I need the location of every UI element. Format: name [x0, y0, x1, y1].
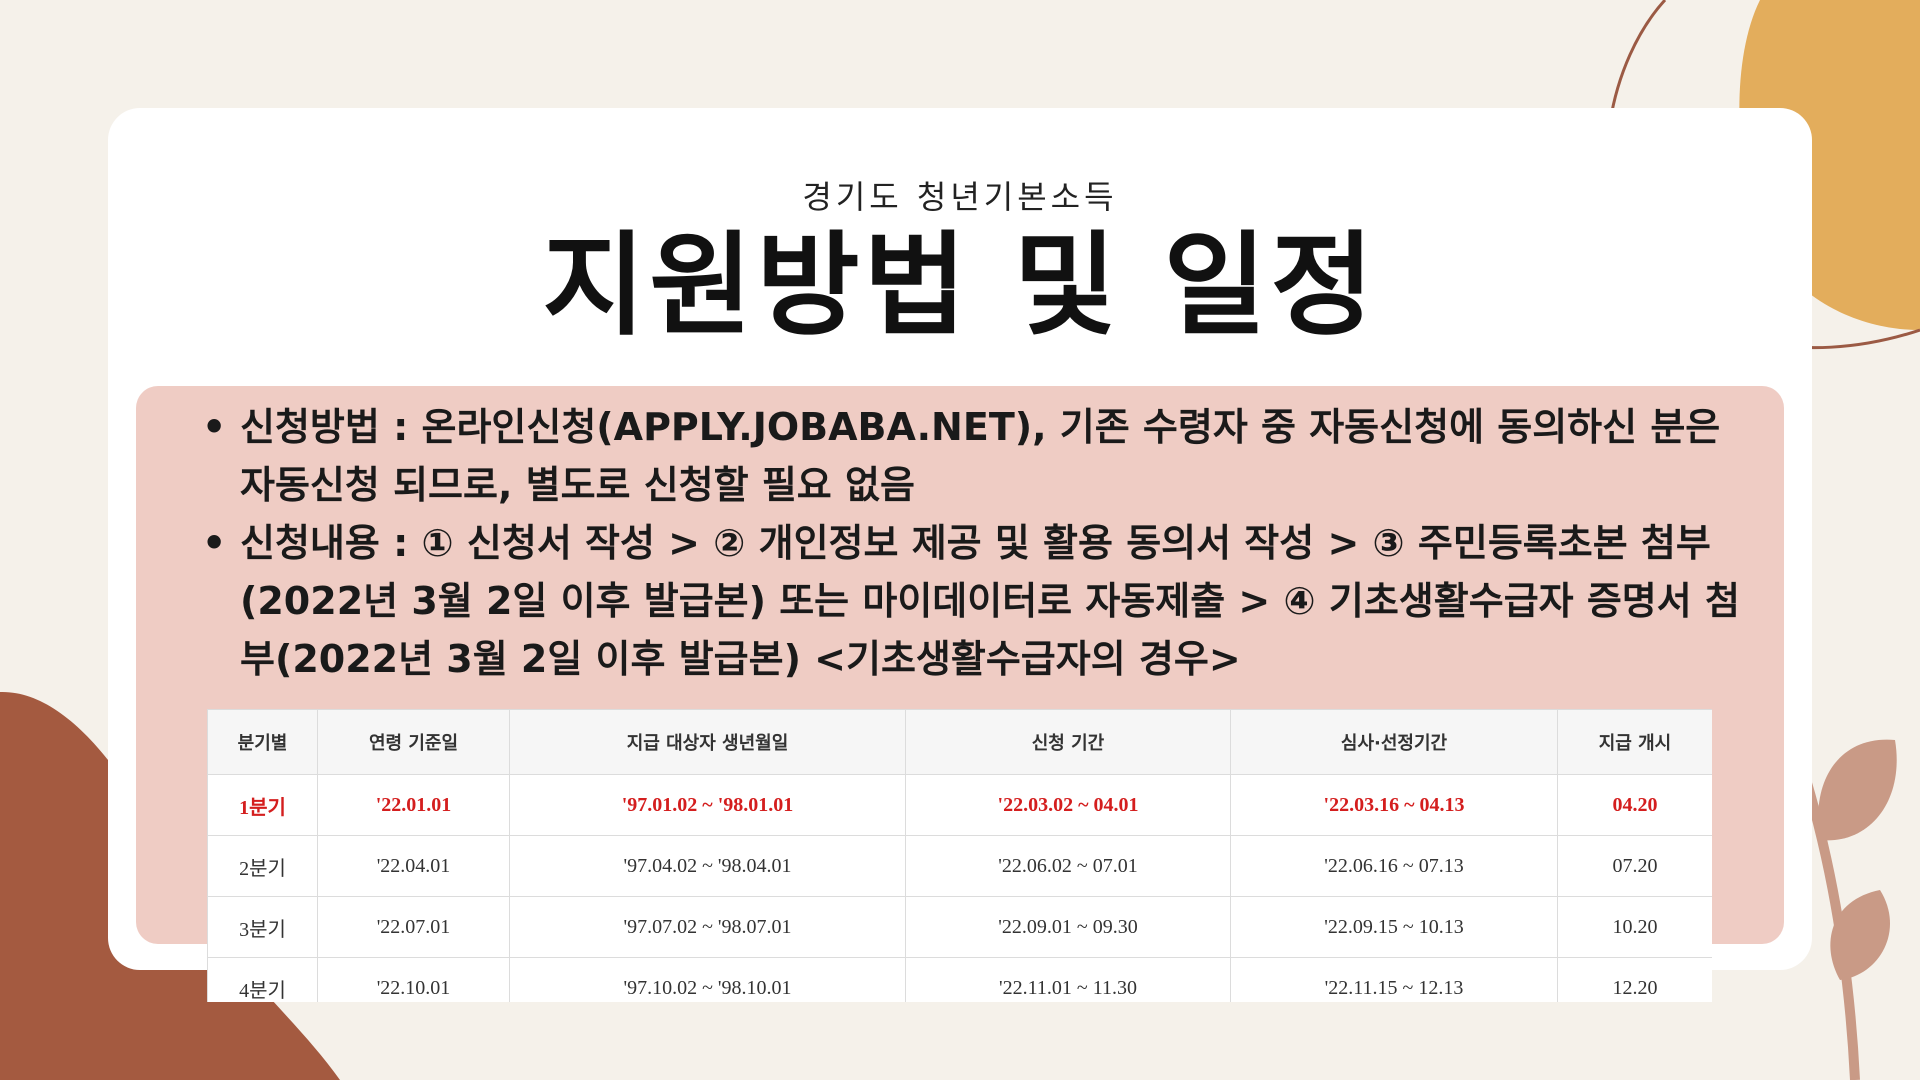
- bullet-text-line: 신청방법 : 온라인신청(APPLY.JOBABA.NET), 기존 수령자 중…: [240, 405, 1721, 449]
- schedule-table-container: 분기별 연령 기준일 지급 대상자 생년월일 신청 기간 심사·선정기간 지급 …: [207, 709, 1712, 1002]
- page-title: 지원방법 및 일정: [542, 221, 1378, 351]
- table-row: 2분기 '22.04.01 '97.04.02 ~ '98.04.01 '22.…: [207, 835, 1712, 897]
- table-cell: '22.01.01: [317, 774, 510, 836]
- header-quarter: 분기별: [207, 709, 318, 775]
- table-cell: '22.03.02 ~ 04.01: [905, 774, 1231, 836]
- table-cell: '22.03.16 ~ 04.13: [1230, 774, 1558, 836]
- schedule-table: 분기별 연령 기준일 지급 대상자 생년월일 신청 기간 심사·선정기간 지급 …: [207, 709, 1712, 1002]
- table-row: 1분기 '22.01.01 '97.01.02 ~ '98.01.01 '22.…: [207, 774, 1712, 836]
- table-cell: '22.04.01: [317, 835, 510, 897]
- page-subtitle: 경기도 청년기본소득: [802, 178, 1118, 216]
- bullet-text-line: 신청내용 : ① 신청서 작성 > ② 개인정보 제공 및 활용 동의서 작성 …: [240, 521, 1711, 565]
- table-cell: '22.07.01: [317, 896, 510, 958]
- table-cell: 12.20: [1557, 957, 1712, 1002]
- table-cell: 1분기: [207, 774, 318, 836]
- table-header-row: 분기별 연령 기준일 지급 대상자 생년월일 신청 기간 심사·선정기간 지급 …: [207, 709, 1712, 775]
- leaf-branch-shape: [1710, 739, 1897, 1080]
- table-row: 4분기 '22.10.01 '97.10.02 ~ '98.10.01 '22.…: [207, 957, 1712, 1002]
- table-cell: 04.20: [1557, 774, 1712, 836]
- bullet-text-line: 부(2022년 3월 2일 이후 발급본) <기초생활수급자의 경우>: [240, 637, 1241, 681]
- header-review-period: 심사·선정기간: [1230, 709, 1558, 775]
- table-cell: '22.06.16 ~ 07.13: [1230, 835, 1558, 897]
- bullet-dot-icon: •: [202, 405, 227, 449]
- header-age-base-date: 연령 기준일: [317, 709, 510, 775]
- bullet-list: • 신청방법 : 온라인신청(APPLY.JOBABA.NET), 기존 수령자…: [202, 398, 1744, 688]
- table-row: 3분기 '22.07.01 '97.07.02 ~ '98.07.01 '22.…: [207, 896, 1712, 958]
- bullet-item-application-content: • 신청내용 : ① 신청서 작성 > ② 개인정보 제공 및 활용 동의서 작…: [202, 514, 1744, 688]
- table-cell: 3분기: [207, 896, 318, 958]
- bullet-text-line: 자동신청 되므로, 별도로 신청할 필요 없음: [240, 463, 915, 507]
- table-cell: '22.06.02 ~ 07.01: [905, 835, 1231, 897]
- bullet-dot-icon: •: [202, 521, 227, 565]
- table-cell: '22.09.15 ~ 10.13: [1230, 896, 1558, 958]
- table-cell: '97.01.02 ~ '98.01.01: [509, 774, 906, 836]
- table-cell: 07.20: [1557, 835, 1712, 897]
- table-cell: 2분기: [207, 835, 318, 897]
- header-application-period: 신청 기간: [905, 709, 1231, 775]
- table-cell: '97.10.02 ~ '98.10.01: [509, 957, 906, 1002]
- table-cell: 10.20: [1557, 896, 1712, 958]
- header-payment-start: 지급 개시: [1557, 709, 1712, 775]
- bullet-text-line: (2022년 3월 2일 이후 발급본) 또는 마이데이터로 자동제출 > ④ …: [240, 579, 1740, 623]
- header-eligible-birthdate: 지급 대상자 생년월일: [509, 709, 906, 775]
- table-cell: '22.09.01 ~ 09.30: [905, 896, 1231, 958]
- table-cell: '22.11.01 ~ 11.30: [905, 957, 1231, 1002]
- table-cell: '22.11.15 ~ 12.13: [1230, 957, 1558, 1002]
- table-cell: 4분기: [207, 957, 318, 1002]
- bullet-item-application-method: • 신청방법 : 온라인신청(APPLY.JOBABA.NET), 기존 수령자…: [202, 398, 1744, 514]
- table-cell: '97.04.02 ~ '98.04.01: [509, 835, 906, 897]
- table-cell: '97.07.02 ~ '98.07.01: [509, 896, 906, 958]
- table-cell: '22.10.01: [317, 957, 510, 1002]
